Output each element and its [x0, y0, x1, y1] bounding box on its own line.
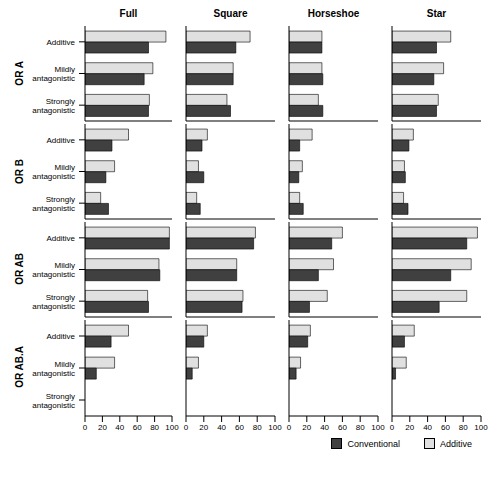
svg-text:40: 40	[217, 423, 226, 432]
svg-text:60: 60	[235, 423, 244, 432]
svg-text:20: 20	[302, 423, 311, 432]
svg-text:80: 80	[253, 423, 262, 432]
svg-text:Stronglyantagonistic: Stronglyantagonistic	[32, 195, 75, 213]
svg-text:0: 0	[184, 423, 189, 432]
svg-text:100: 100	[268, 423, 282, 432]
svg-text:Stronglyantagonistic: Stronglyantagonistic	[32, 97, 75, 115]
svg-text:20: 20	[405, 423, 414, 432]
svg-text:0: 0	[390, 423, 395, 432]
svg-text:0: 0	[83, 423, 88, 432]
svg-text:Mildlyantagonistic: Mildlyantagonistic	[32, 163, 75, 181]
svg-text:40: 40	[423, 423, 432, 432]
svg-text:Additive: Additive	[47, 38, 76, 47]
svg-text:100: 100	[165, 423, 179, 432]
svg-text:Mildlyantagonistic: Mildlyantagonistic	[32, 65, 75, 83]
svg-text:Mildlyantagonistic: Mildlyantagonistic	[32, 261, 75, 279]
svg-text:80: 80	[150, 423, 159, 432]
svg-text:100: 100	[371, 423, 385, 432]
svg-text:Stronglyantagonistic: Stronglyantagonistic	[32, 293, 75, 311]
svg-text:20: 20	[199, 423, 208, 432]
html-text:Square: Square	[213, 8, 248, 19]
svg-text:80: 80	[459, 423, 468, 432]
html-text:Horseshoe: Horseshoe	[307, 8, 360, 19]
svg-text:60: 60	[338, 423, 347, 432]
html-text:Conventional: Conventional	[347, 438, 400, 449]
svg-text:Stronglyantagonistic: Stronglyantagonistic	[32, 392, 75, 410]
svg-text:Additive: Additive	[47, 332, 76, 341]
svg-text:80: 80	[356, 423, 365, 432]
svg-text:40: 40	[320, 423, 329, 432]
html-text:OR A: OR A	[13, 60, 25, 86]
html-text:OR B: OR B	[13, 158, 25, 184]
svg-text:20: 20	[98, 423, 107, 432]
html-text:Star: Star	[426, 8, 447, 19]
svg-text:Additive: Additive	[47, 136, 76, 145]
svg-text:0: 0	[287, 423, 292, 432]
svg-text:60: 60	[441, 423, 450, 432]
svg-text:Additive: Additive	[47, 234, 76, 243]
html-text:Full: Full	[119, 8, 138, 19]
svg-text:100: 100	[474, 423, 488, 432]
html-text:Additive: Additive	[440, 438, 472, 449]
svg-text:60: 60	[133, 423, 142, 432]
svg-text:40: 40	[115, 423, 124, 432]
svg-text:Mildlyantagonistic: Mildlyantagonistic	[32, 360, 75, 378]
html-text:OR AB.A: OR AB.A	[13, 346, 25, 388]
html-text:OR AB: OR AB	[13, 253, 25, 285]
